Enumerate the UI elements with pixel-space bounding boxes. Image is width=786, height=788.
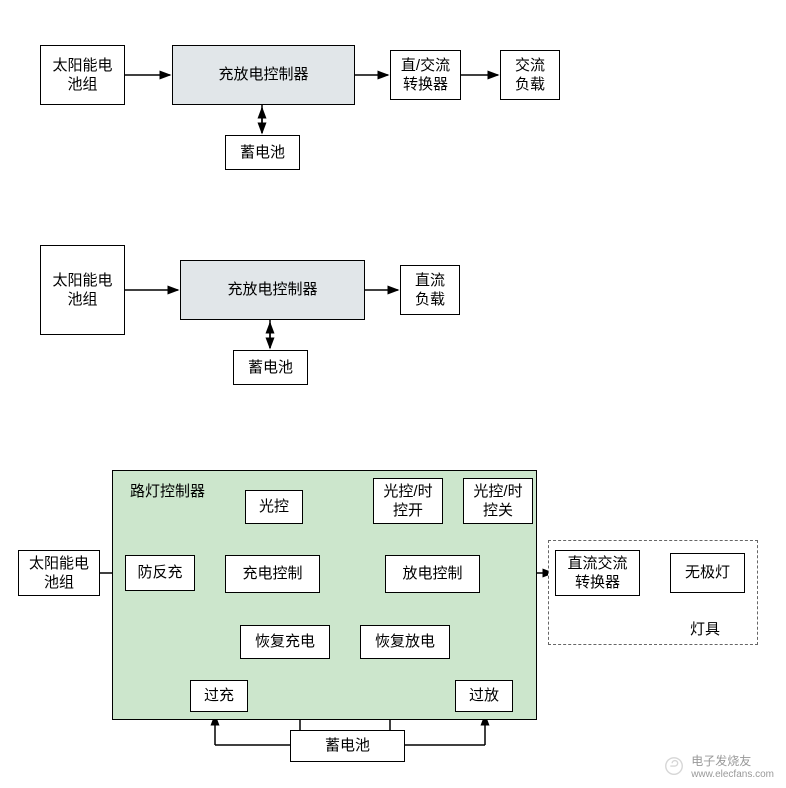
- d3-lamp: 无极灯: [670, 553, 745, 593]
- d3-light-time-on: 光控/时控开: [373, 478, 443, 524]
- d3-resume-charge: 恢复充电: [240, 625, 330, 659]
- d2-battery-text: 蓄电池: [248, 358, 293, 378]
- d3-light-ctrl-text: 光控: [259, 497, 289, 517]
- d3-dc-ac-conv-text: 直流交流转换器: [567, 554, 627, 593]
- d3-resume-charge-text: 恢复充电: [255, 632, 315, 652]
- d1-battery-text: 蓄电池: [240, 143, 285, 163]
- d3-anti-reverse-text: 防反充: [137, 563, 182, 583]
- d3-controller-group-label: 路灯控制器: [130, 480, 205, 501]
- diagram-canvas: 太阳能电池组 充放电控制器 直/交流转换器 交流负载 蓄电池 太阳能电池组 充放…: [0, 0, 786, 788]
- d2-controller-text: 充放电控制器: [227, 280, 317, 300]
- d3-overdischarge-text: 过放: [469, 686, 499, 706]
- d3-light-ctrl: 光控: [245, 490, 303, 524]
- d3-overcharge: 过充: [190, 680, 248, 712]
- d1-controller: 充放电控制器: [172, 45, 355, 105]
- d3-overdischarge: 过放: [455, 680, 513, 712]
- d2-solar-text: 太阳能电池组: [52, 271, 112, 310]
- d1-solar-text: 太阳能电池组: [52, 56, 112, 95]
- d2-dc-load: 直流负载: [400, 265, 460, 315]
- d3-charge-ctrl-text: 充电控制: [242, 564, 302, 584]
- d3-light-time-off: 光控/时控关: [463, 478, 533, 524]
- d3-light-time-on-text: 光控/时控开: [383, 482, 432, 521]
- d3-lamp-group-label: 灯具: [690, 618, 720, 639]
- d2-controller: 充放电控制器: [180, 260, 365, 320]
- watermark: 电子发烧友 www.elecfans.com: [663, 752, 774, 780]
- watermark-text2: www.elecfans.com: [691, 769, 774, 780]
- d1-inverter-text: 直/交流转换器: [401, 56, 450, 95]
- d3-anti-reverse: 防反充: [125, 555, 195, 591]
- d1-controller-text: 充放电控制器: [218, 65, 308, 85]
- d3-light-time-off-text: 光控/时控关: [473, 482, 522, 521]
- d3-resume-discharge: 恢复放电: [360, 625, 450, 659]
- d3-overcharge-text: 过充: [204, 686, 234, 706]
- d2-solar: 太阳能电池组: [40, 245, 125, 335]
- d1-inverter: 直/交流转换器: [390, 50, 461, 100]
- d3-discharge-ctrl: 放电控制: [385, 555, 480, 593]
- d3-battery-text: 蓄电池: [325, 736, 370, 756]
- d1-ac-load-text: 交流负载: [515, 56, 545, 95]
- d2-battery: 蓄电池: [233, 350, 308, 385]
- d3-charge-ctrl: 充电控制: [225, 555, 320, 593]
- d3-lamp-text: 无极灯: [685, 563, 730, 583]
- d3-resume-discharge-text: 恢复放电: [375, 632, 435, 652]
- d1-solar: 太阳能电池组: [40, 45, 125, 105]
- d3-solar-text: 太阳能电池组: [29, 554, 89, 593]
- d3-battery: 蓄电池: [290, 730, 405, 762]
- watermark-text1: 电子发烧友: [691, 752, 774, 769]
- d3-solar: 太阳能电池组: [18, 550, 100, 596]
- d3-dc-ac-conv: 直流交流转换器: [555, 550, 640, 596]
- d1-battery: 蓄电池: [225, 135, 300, 170]
- d3-discharge-ctrl-text: 放电控制: [402, 564, 462, 584]
- d2-dc-load-text: 直流负载: [415, 271, 445, 310]
- d1-ac-load: 交流负载: [500, 50, 560, 100]
